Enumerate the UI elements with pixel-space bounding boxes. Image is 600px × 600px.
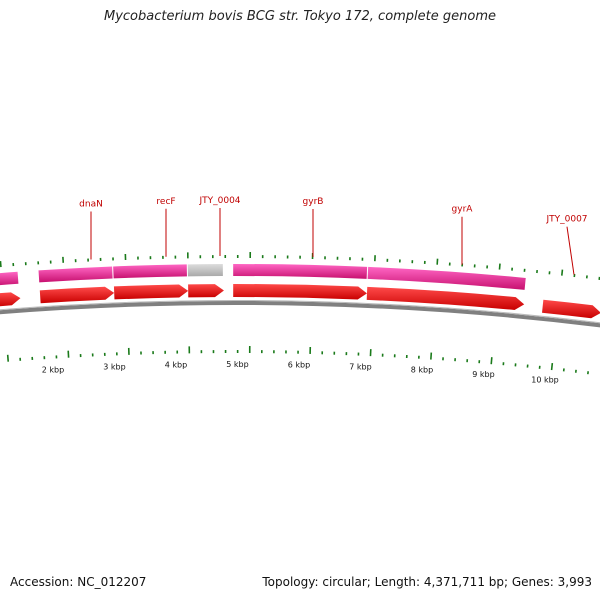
gene-band-recF: [113, 264, 187, 279]
gene-label-JTY_0004: JTY_0004: [198, 196, 240, 206]
gc-content-ticks: [0, 252, 600, 375]
scale-tick-label: 7 kbp: [349, 363, 371, 372]
cds-arrow-gyrA: [366, 286, 525, 311]
cds-arrow-JTY_0004: [188, 284, 224, 298]
scale-ticks: 2 kbp 3 kbp 4 kbp 5 kbp 6 kbp 7 kbp 8 kbp 9 kbp…: [42, 360, 559, 385]
gene-label-JTY_0007: JTY_0007: [545, 215, 587, 225]
scale-tick-label: 9 kbp: [472, 370, 494, 379]
gene-band-gyrB: [233, 264, 368, 279]
scale-tick-label: 8 kbp: [411, 366, 433, 375]
genome-summary-text: Topology: circular; Length: 4,371,711 bp…: [262, 575, 592, 589]
scale-tick-label: 4 kbp: [165, 361, 187, 370]
cds-arrow-gyrB: [233, 284, 367, 300]
genome-title: Mycobacterium bovis BCG str. Tokyo 172, …: [104, 9, 496, 24]
genome-backbone: [0, 300, 600, 328]
gene-labels: dnaN recF JTY_0004 gyrB gyrA JTY_0007: [79, 196, 588, 275]
accession-text: Accession: NC_012207: [10, 575, 147, 589]
cds-arrow-JTY_0007: [542, 299, 600, 319]
scale-tick-label: 6 kbp: [288, 361, 310, 370]
backbone-arc: [0, 301, 600, 328]
gene-label-leader-JTY_0007: [566, 226, 575, 275]
cds-arrows: [0, 284, 600, 319]
gene-label-gyrA: gyrA: [452, 205, 474, 215]
gc-tick-inner: [490, 357, 493, 365]
gc-tick-inner: [550, 363, 554, 371]
gc-tick-outer: [561, 269, 564, 276]
scale-tick-label: 2 kbp: [42, 365, 64, 374]
gene-band-gyrA: [367, 266, 526, 290]
cds-arrow-dnaN: [39, 286, 115, 304]
gene-band-g0: [0, 271, 19, 286]
gene-band-JTY_0004: [187, 264, 223, 277]
gene-label-dnaN: dnaN: [79, 200, 103, 210]
gene-bands: [0, 264, 526, 290]
scale-tick-label: 5 kbp: [226, 360, 248, 369]
scale-tick-label: 3 kbp: [103, 362, 125, 371]
gene-label-recF: recF: [156, 197, 175, 207]
gc-tick-inner: [6, 354, 10, 362]
gene-band-dnaN: [38, 266, 113, 283]
gc-tick-outer: [498, 263, 501, 270]
cds-arrow-recF: [113, 284, 189, 300]
gene-label-gyrB: gyrB: [303, 197, 324, 207]
scale-tick-label: 10 kbp: [531, 376, 559, 385]
cds-arrow-g0: [0, 292, 21, 307]
